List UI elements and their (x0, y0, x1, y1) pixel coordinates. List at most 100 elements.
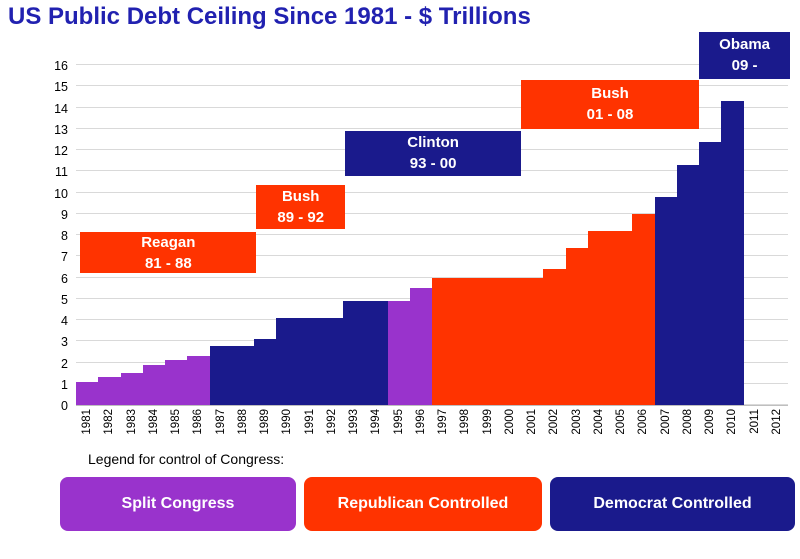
bar-1998 (454, 277, 477, 405)
bar-1996 (409, 288, 433, 405)
bar-1985 (165, 360, 188, 405)
y-axis-labels: 0 1 2 3 4 5 6 7 8 9 10 11 12 13 14 15 16 (28, 59, 72, 413)
bar-1982 (98, 377, 121, 405)
x-tick-text: 2008 (681, 409, 694, 435)
y-tick-label-10: 10 (54, 186, 68, 201)
x-tick-label-1993: 1993 (343, 409, 365, 455)
annotation-president-name: Reagan (141, 233, 196, 251)
x-tick-text: 1999 (481, 409, 494, 435)
x-tick-text: 1986 (192, 409, 205, 435)
x-tick-label-2002: 2002 (543, 409, 565, 455)
x-tick-label-2007: 2007 (655, 409, 677, 455)
x-tick-text: 1998 (459, 409, 472, 435)
y-tick-label-14: 14 (54, 101, 68, 116)
x-tick-text: 2010 (726, 409, 739, 435)
bar-1987 (209, 345, 233, 405)
bar-2002 (543, 269, 566, 405)
bar-2007 (654, 196, 678, 405)
bar-2004 (587, 230, 611, 405)
bar-1986 (187, 356, 210, 405)
bar-1993 (343, 300, 366, 405)
bar-2000 (498, 277, 522, 405)
gridline-7 (76, 255, 788, 257)
annotation-president-name: Clinton (407, 134, 459, 152)
x-tick-text: 2009 (704, 409, 717, 435)
x-tick-text: 1982 (103, 409, 116, 435)
x-tick-label-1994: 1994 (365, 409, 387, 455)
x-tick-label-1988: 1988 (232, 409, 254, 455)
bar-1994 (365, 300, 388, 405)
x-tick-label-2004: 2004 (588, 409, 610, 455)
x-tick-text: 2005 (615, 409, 628, 435)
x-tick-label-2005: 2005 (610, 409, 632, 455)
gridline-6 (76, 276, 788, 278)
annotation-president-name: Obama (719, 36, 771, 54)
legend-item-label: Split Congress (121, 495, 235, 512)
x-tick-label-2000: 2000 (499, 409, 521, 455)
x-tick-text: 2000 (503, 409, 516, 435)
annotation-president-years: 01 - 08 (586, 106, 634, 124)
x-tick-label-1997: 1997 (432, 409, 454, 455)
x-tick-text: 2001 (526, 409, 539, 435)
annotation-president-name: Bush (591, 85, 629, 103)
bar-1990 (276, 317, 299, 405)
annotation-obama-4: Obama 09 - (699, 32, 791, 79)
y-tick-label-7: 7 (61, 250, 68, 265)
y-tick-label-8: 8 (61, 229, 68, 243)
legend-caption: Legend for control of Congress: (88, 451, 285, 467)
x-tick-text: 1985 (170, 409, 183, 435)
annotation-president-years: 93 - 00 (409, 155, 457, 173)
x-tick-label-1983: 1983 (121, 409, 143, 455)
gridline-10 (76, 191, 788, 193)
y-tick-label-5: 5 (61, 292, 68, 307)
x-tick-text: 1989 (259, 409, 272, 435)
bar-2008 (676, 164, 700, 405)
bar-1995 (387, 300, 411, 405)
legend-item-democrat-controlled: Democrat Controlled (550, 477, 795, 531)
x-tick-label-2006: 2006 (632, 409, 654, 455)
x-tick-text: 1994 (370, 409, 383, 435)
bar-1984 (142, 364, 166, 405)
x-tick-text: 1983 (125, 409, 138, 435)
x-tick-label-1996: 1996 (410, 409, 432, 455)
x-tick-text: 1992 (325, 409, 338, 435)
gridline-8 (76, 234, 788, 235)
bar-2003 (565, 247, 589, 405)
x-tick-text: 2011 (748, 409, 761, 434)
x-tick-label-1992: 1992 (321, 409, 343, 455)
y-tick-label-4: 4 (61, 314, 68, 328)
bar-1988 (231, 345, 255, 405)
y-tick-label-1: 1 (61, 377, 68, 392)
x-tick-label-1999: 1999 (477, 409, 499, 455)
x-tick-label-1982: 1982 (98, 409, 120, 455)
y-tick-label-11: 11 (55, 165, 68, 180)
annotation-bush-3: Bush 01 - 08 (521, 79, 699, 129)
annotation-reagan-0: Reagan 81 - 88 (80, 231, 257, 274)
x-tick-text: 2006 (637, 409, 650, 435)
y-tick-label-3: 3 (61, 335, 68, 350)
x-tick-label-2012: 2012 (766, 409, 788, 455)
y-tick-label-0: 0 (61, 399, 68, 413)
x-tick-label-1981: 1981 (76, 409, 98, 455)
x-tick-label-1998: 1998 (454, 409, 476, 455)
y-tick-label-6: 6 (61, 271, 68, 286)
x-tick-label-2003: 2003 (566, 409, 588, 455)
gridline-13 (76, 127, 788, 129)
x-tick-text: 2003 (570, 409, 583, 435)
gridline-15 (76, 85, 788, 87)
annotation-president-years: 09 - (731, 57, 758, 75)
bar-1981 (76, 381, 99, 405)
x-tick-label-2010: 2010 (721, 409, 743, 455)
x-tick-text: 2007 (659, 409, 672, 435)
y-tick-label-12: 12 (54, 144, 68, 158)
x-tick-label-1986: 1986 (187, 409, 209, 455)
x-tick-text: 2004 (592, 409, 605, 435)
x-axis-labels: 1981 1982 1983 1984 1985 1986 1987 1988 1989 1990… (76, 409, 788, 455)
x-tick-label-1987: 1987 (210, 409, 232, 455)
legend-item-republican-controlled: Republican Controlled (304, 477, 542, 531)
x-tick-text: 1987 (214, 409, 227, 435)
x-tick-text: 1990 (281, 409, 294, 435)
annotation-president-years: 89 - 92 (277, 208, 325, 226)
legend-item-split-congress: Split Congress (60, 477, 296, 531)
x-tick-text: 1984 (147, 409, 160, 435)
